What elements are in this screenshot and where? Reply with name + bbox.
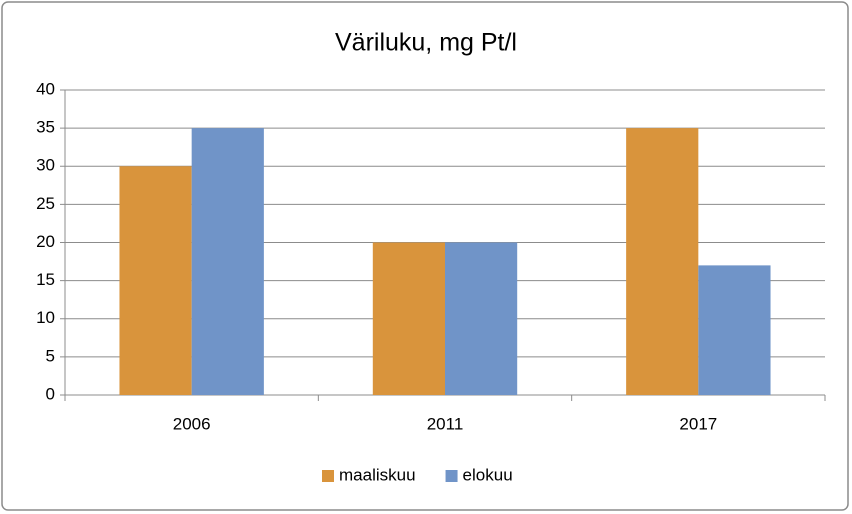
y-tick-label: 40 — [36, 79, 55, 98]
legend-label: maaliskuu — [339, 465, 416, 484]
legend-label: elokuu — [463, 465, 513, 484]
bar — [372, 242, 445, 395]
y-tick-label: 30 — [36, 156, 55, 175]
bar — [698, 265, 771, 395]
x-tick-label: 2011 — [427, 414, 464, 433]
y-tick-label: 20 — [36, 232, 55, 251]
x-tick-label: 2006 — [173, 414, 211, 433]
y-tick-label: 0 — [46, 384, 55, 403]
y-tick-label: 15 — [36, 270, 55, 289]
chart-title: Väriluku, mg Pt/l — [335, 29, 517, 57]
y-tick-label: 5 — [46, 346, 55, 365]
y-tick-label: 35 — [36, 118, 55, 137]
bar — [445, 242, 518, 395]
y-tick-label: 10 — [36, 308, 55, 327]
y-tick-label: 25 — [36, 194, 55, 213]
bar — [191, 128, 264, 395]
legend-swatch — [445, 470, 458, 482]
legend-swatch — [322, 470, 334, 482]
bar — [119, 166, 192, 395]
bar — [626, 128, 699, 395]
x-tick-label: 2017 — [679, 414, 717, 433]
